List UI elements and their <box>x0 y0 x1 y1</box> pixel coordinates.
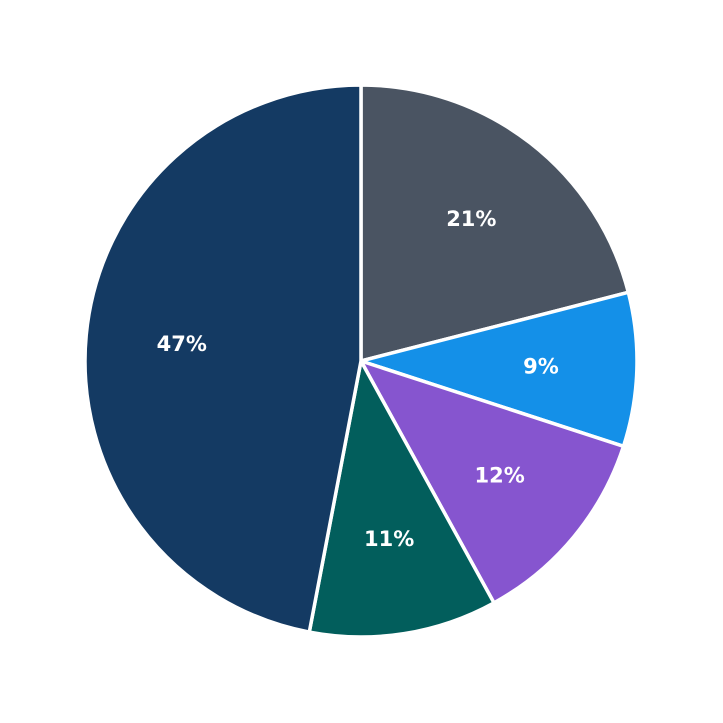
labels-layer: 21% 9% 12% 11% 47% <box>157 207 559 551</box>
slice-label-1: 21% <box>446 207 496 231</box>
slice-label-3: 12% <box>475 464 525 488</box>
slices-layer <box>83 83 639 639</box>
pie-slice-3 <box>359 359 626 605</box>
slice-label-4: 11% <box>364 527 414 551</box>
pie-slice-2 <box>359 290 639 449</box>
pie-slice-1 <box>359 83 631 363</box>
pie-slice-5 <box>83 83 363 634</box>
pie-slice-4 <box>307 359 496 639</box>
slice-label-2: 9% <box>523 355 559 379</box>
slice-label-5: 47% <box>157 332 207 356</box>
